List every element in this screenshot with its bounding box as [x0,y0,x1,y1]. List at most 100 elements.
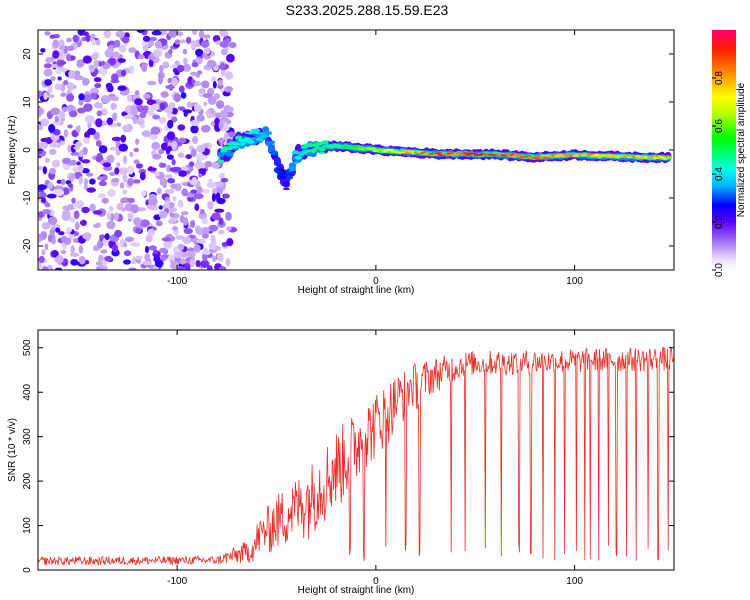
spectrogram-noise-blob [95,39,101,46]
spectrogram-noise-blob [139,111,147,119]
spectrogram-noise-blob [83,178,89,186]
spectrogram-noise-blob [43,68,53,77]
spectrogram-noise-blob [196,238,206,244]
spectrogram-noise-blob [63,129,69,138]
spectrogram-noise-blob [75,125,81,133]
spectrogram-noise-blob [70,151,80,156]
spectrogram-noise-blob [73,146,81,150]
spectrogram-noise-blob [128,47,137,54]
spectrogram-noise-blob [179,258,186,265]
spectrogram-noise-blob [54,115,60,123]
spectrogram-noise-blob [159,64,164,73]
spectrogram-noise-blob [60,83,66,92]
spectrogram-noise-blob [128,267,137,270]
spectrogram-noise-blob [68,70,76,79]
spectrogram-noise-blob [207,200,214,210]
spectrogram-noise-blob [78,164,84,173]
spectrogram-noise-blob [141,130,151,138]
spectrogram-noise-blob [168,49,173,55]
spectrogram-noise-blob [106,212,112,220]
spectrogram-noise-blob [171,140,178,150]
spectrogram-noise-blob [191,62,199,68]
spectrogram-noise-blob [201,188,210,194]
spectrogram-noise-blob [171,107,178,115]
spectrogram-noise-blob [147,107,155,117]
spectrogram-noise-blob [57,76,62,81]
spectrogram-ylabel: Frequency (Hz) [7,116,18,185]
spectrogram-noise-blob [40,118,49,127]
spectrogram-noise-blob [97,193,106,199]
spectrogram-noise-blob [192,136,199,144]
spectrogram-noise-blob [122,124,131,133]
spectrogram-noise-blob [212,81,217,89]
spectrogram-signal-segment [247,132,255,135]
spectrogram-noise-blob [99,265,108,270]
spectrogram-noise-blob [171,159,176,166]
spectrogram-noise-blob [158,116,167,124]
spectrogram-noise-blob [137,105,145,113]
spectrogram-noise-blob [46,193,57,199]
spectrogram-noise-blob [177,265,185,270]
spectrogram-signal-segment [262,126,270,133]
spectrogram-noise-blob [207,142,212,151]
spectrogram-signal-segment [262,135,270,138]
spectrogram-noise-blob [44,202,51,208]
spectrogram-signal-segment [378,148,386,151]
spectrogram-noise-blob [133,217,141,226]
spectrogram-signal-segment [279,175,288,179]
spectrogram-signal-segment [515,154,523,157]
spectrogram-noise-blob [180,211,189,216]
spectrogram-noise-blob [95,140,102,147]
spectrogram-noise-blob [79,220,87,226]
spectrogram-noise-blob [159,177,168,187]
figure-title: S233.2025.288.15.59.E23 [286,2,449,18]
spectrogram-noise-blob [149,36,158,42]
spectrogram-noise-blob [62,80,69,86]
spectrogram-noise-blob [226,238,234,247]
colorbar-tick-label: 0.0 [714,263,725,277]
spectrogram-signal-segment [434,152,443,155]
spectrogram-signal-segment [253,131,261,134]
spectrogram-noise-blob [121,36,130,44]
spectrogram-noise-blob [135,163,143,169]
spectrogram-noise-blob [144,253,151,262]
spectrogram-noise-blob [82,232,92,240]
spectrogram-noise-blob [225,211,232,221]
spectrogram-noise-blob [226,53,235,63]
spectrogram-noise-blob [39,192,47,199]
spectrogram-noise-blob [159,247,168,253]
spectrogram-noise-blob [155,220,163,227]
spectrogram-ytick-label: 10 [22,96,33,108]
spectrogram-noise-blob [203,34,211,39]
spectrogram-noise-blob [212,188,218,195]
spectrogram-noise-blob [122,173,128,183]
spectrogram-noise-blob [123,259,131,265]
spectrogram-noise-blob [56,179,62,184]
spectrogram-noise-blob [218,217,224,226]
spectrogram-noise-blob [40,48,46,53]
spectrogram-noise-blob [93,77,102,83]
spectrogram-noise-blob [151,30,162,36]
spectrogram-noise-blob [47,182,54,190]
spectrogram-noise-blob [70,245,75,254]
snr-ytick-label: 100 [22,517,33,534]
spectrogram-signal-segment [264,131,273,136]
spectrogram-noise-blob [147,80,157,86]
spectrogram-noise-blob [126,165,134,175]
spectrogram-noise-blob [122,155,128,165]
spectrogram-noise-blob [211,76,217,83]
spectrogram-noise-blob [190,148,197,158]
spectrogram-noise-blob [75,221,80,231]
spectrogram-noise-blob [120,182,125,189]
spectrogram-noise-blob [71,159,76,164]
spectrogram-noise-blob [73,70,81,76]
spectrogram-noise-blob [93,59,99,69]
spectrogram-signal-segment [256,137,264,142]
spectrogram-noise-blob [201,233,209,239]
spectrogram-noise-blob [158,75,164,85]
spectrogram-noise-blob [82,78,90,86]
spectrogram-xtick-label: 0 [373,276,379,287]
spectrogram-noise-blob [154,40,163,49]
spectrogram-noise-blob [203,48,211,55]
spectrogram-signal-segment [267,140,276,145]
